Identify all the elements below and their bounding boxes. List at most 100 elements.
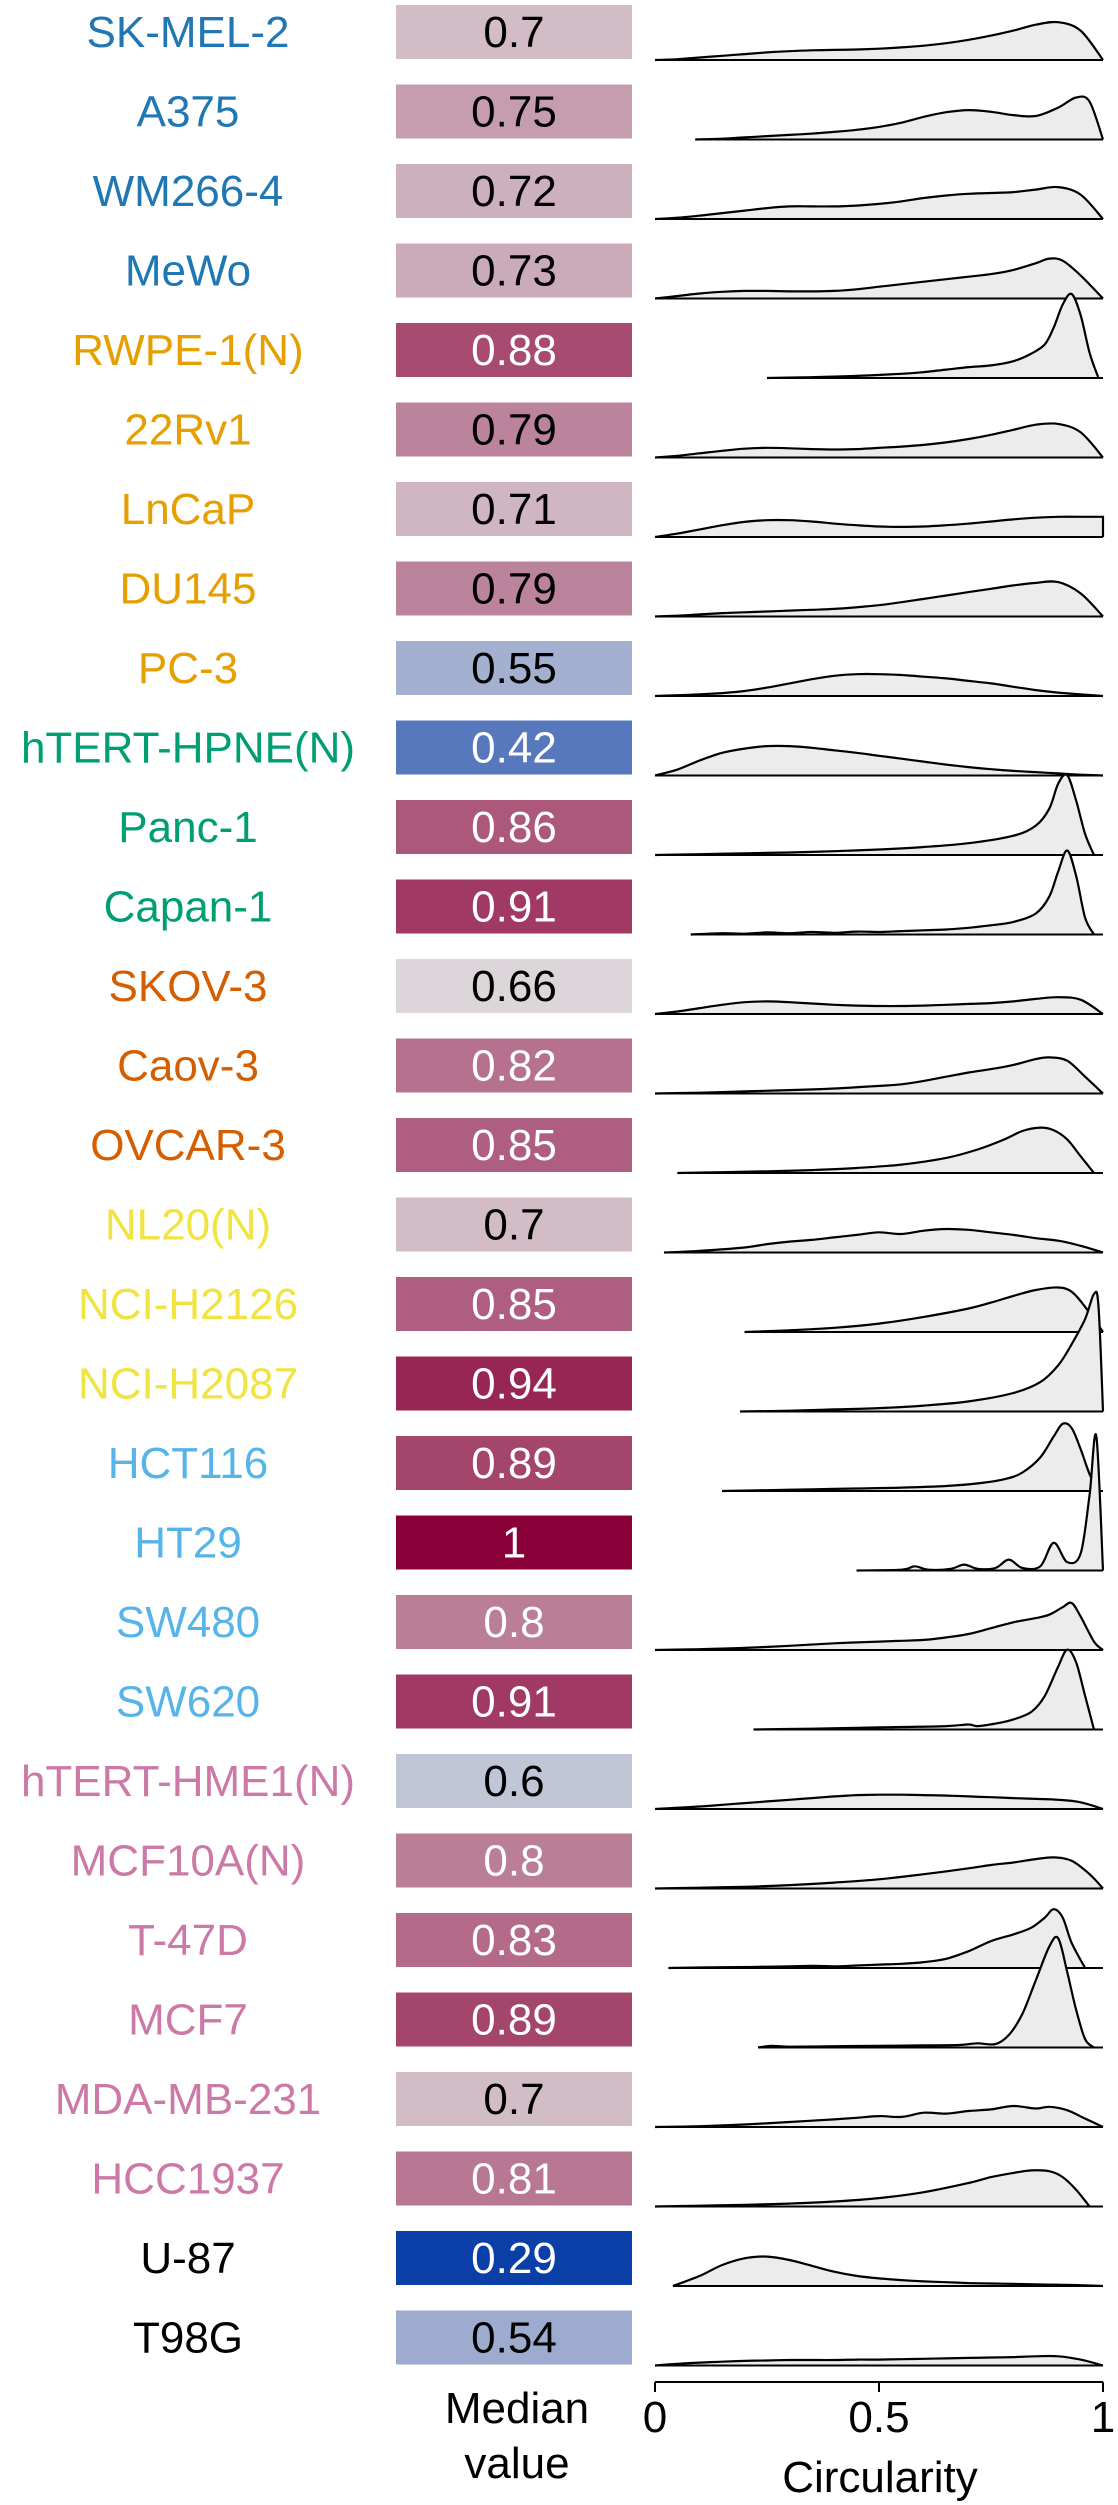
density-curve [766,292,1100,380]
median-cell [396,2231,632,2285]
density-area [695,96,1103,140]
median-value: 0.75 [471,88,557,137]
row-label: Capan-1 [104,883,273,932]
row-t98g: T98G 0.54 [133,2310,632,2365]
x-axis-ticks: 0 0.5 1 [643,2382,1115,2442]
median-cell [396,1356,632,1411]
row-label: NCI-H2087 [78,1360,298,1409]
median-cell [396,164,632,218]
median-value: 0.89 [471,1439,557,1488]
median-value: 0.8 [483,1598,544,1647]
median-value: 0.85 [471,1280,557,1329]
median-cell [396,1754,632,1808]
median-cell [396,84,632,139]
median-value: 0.79 [471,406,557,455]
density-curve [654,1601,1104,1652]
median-cell [396,959,632,1013]
median-value: 0.72 [471,167,557,216]
density-area [655,745,1103,776]
density-area [655,186,1103,219]
density-curve [668,1908,1087,1970]
row-label: Caov-3 [117,1042,259,1091]
density-curve [722,1422,1100,1493]
row-nci-h2126: NCI-H2126 0.85 [78,1277,632,1331]
row-sw480: SW480 0.8 [116,1595,632,1649]
density-area [655,774,1094,855]
median-cell [396,2072,632,2126]
median-value: 0.42 [471,724,557,773]
row-mcf10a-n-: MCF10A(N) 0.8 [71,1833,632,1888]
density-area [655,1602,1103,1650]
median-cell [396,1277,632,1331]
row-label: NL20(N) [105,1201,271,1250]
median-cell [396,323,632,377]
median-value: 0.73 [471,247,557,296]
density-area [655,21,1103,60]
row-label: SW480 [116,1598,260,1647]
row-label: HCT116 [108,1439,269,1488]
median-value: 1 [502,1519,526,1568]
density-curve [654,672,1104,698]
median-cell [396,641,632,695]
row-label: MCF7 [128,1996,248,2045]
row-capan-1: Capan-1 0.91 [104,879,632,934]
density-area [753,1649,1094,1730]
median-cell [396,1436,632,1490]
density-area [672,2256,1103,2286]
median-value: 0.91 [471,883,557,932]
density-area [655,1794,1103,1809]
row-label: DU145 [120,565,257,614]
row-htert-hpne-n-: hTERT-HPNE(N) 0.42 [21,720,632,775]
median-value: 0.29 [471,2234,557,2283]
row-caov-3: Caov-3 0.82 [117,1038,632,1093]
row-label: T98G [133,2314,243,2363]
median-value: 0.83 [471,1916,557,1965]
row-label: SW620 [116,1678,260,1727]
density-curve [654,257,1104,300]
x-tick-label: 0.5 [848,2393,909,2442]
density-curve [654,580,1104,618]
density-curve [654,996,1104,1016]
density-area [655,423,1103,458]
row-ht29: HT29 1 [134,1515,632,1570]
density-curve [744,1286,1104,1334]
median-value: 0.88 [471,326,557,375]
median-cell [396,1833,632,1888]
row-label: HT29 [134,1519,242,1568]
median-value: 0.71 [471,485,557,534]
median-cell [396,1595,632,1649]
row-label: MeWo [125,247,251,296]
density-area [668,1909,1086,1968]
row-sw620: SW620 0.91 [116,1674,632,1729]
density-area [740,1291,1103,1412]
row-label: SK-MEL-2 [87,8,290,57]
density-area [655,1057,1103,1094]
row-label: NCI-H2126 [78,1280,298,1329]
row-du145: DU145 0.79 [120,561,632,616]
density-curve [690,849,1095,936]
row-htert-hme1-n-: hTERT-HME1(N) 0.6 [21,1754,632,1808]
median-value: 0.82 [471,1042,557,1091]
median-cell [396,800,632,854]
row-hct116: HCT116 0.89 [108,1436,632,1490]
row-a375: A375 0.75 [137,84,632,139]
density-curve [654,422,1104,459]
x-tick-label: 0 [643,2393,667,2442]
density-curve [654,515,1105,539]
density-curve [757,1935,1095,2049]
median-cell [396,402,632,457]
density-area [655,2170,1090,2207]
row-label: MCF10A(N) [71,1837,306,1886]
row-panc-1: Panc-1 0.86 [118,800,632,854]
median-cell [396,720,632,775]
row-skov-3: SKOV-3 0.66 [109,959,632,1013]
x-tick-label: 1 [1091,2393,1115,2442]
row-label: SKOV-3 [109,962,268,1011]
row-nl20-n-: NL20(N) 0.7 [105,1197,632,1252]
row-pc-3: PC-3 0.55 [138,641,632,695]
row-label: HCC1937 [91,2155,284,2204]
density-curve [654,185,1104,221]
density-curve [695,95,1105,141]
row-hcc1937: HCC1937 0.81 [91,2151,632,2206]
median-column-label-line2: value [464,2439,569,2488]
